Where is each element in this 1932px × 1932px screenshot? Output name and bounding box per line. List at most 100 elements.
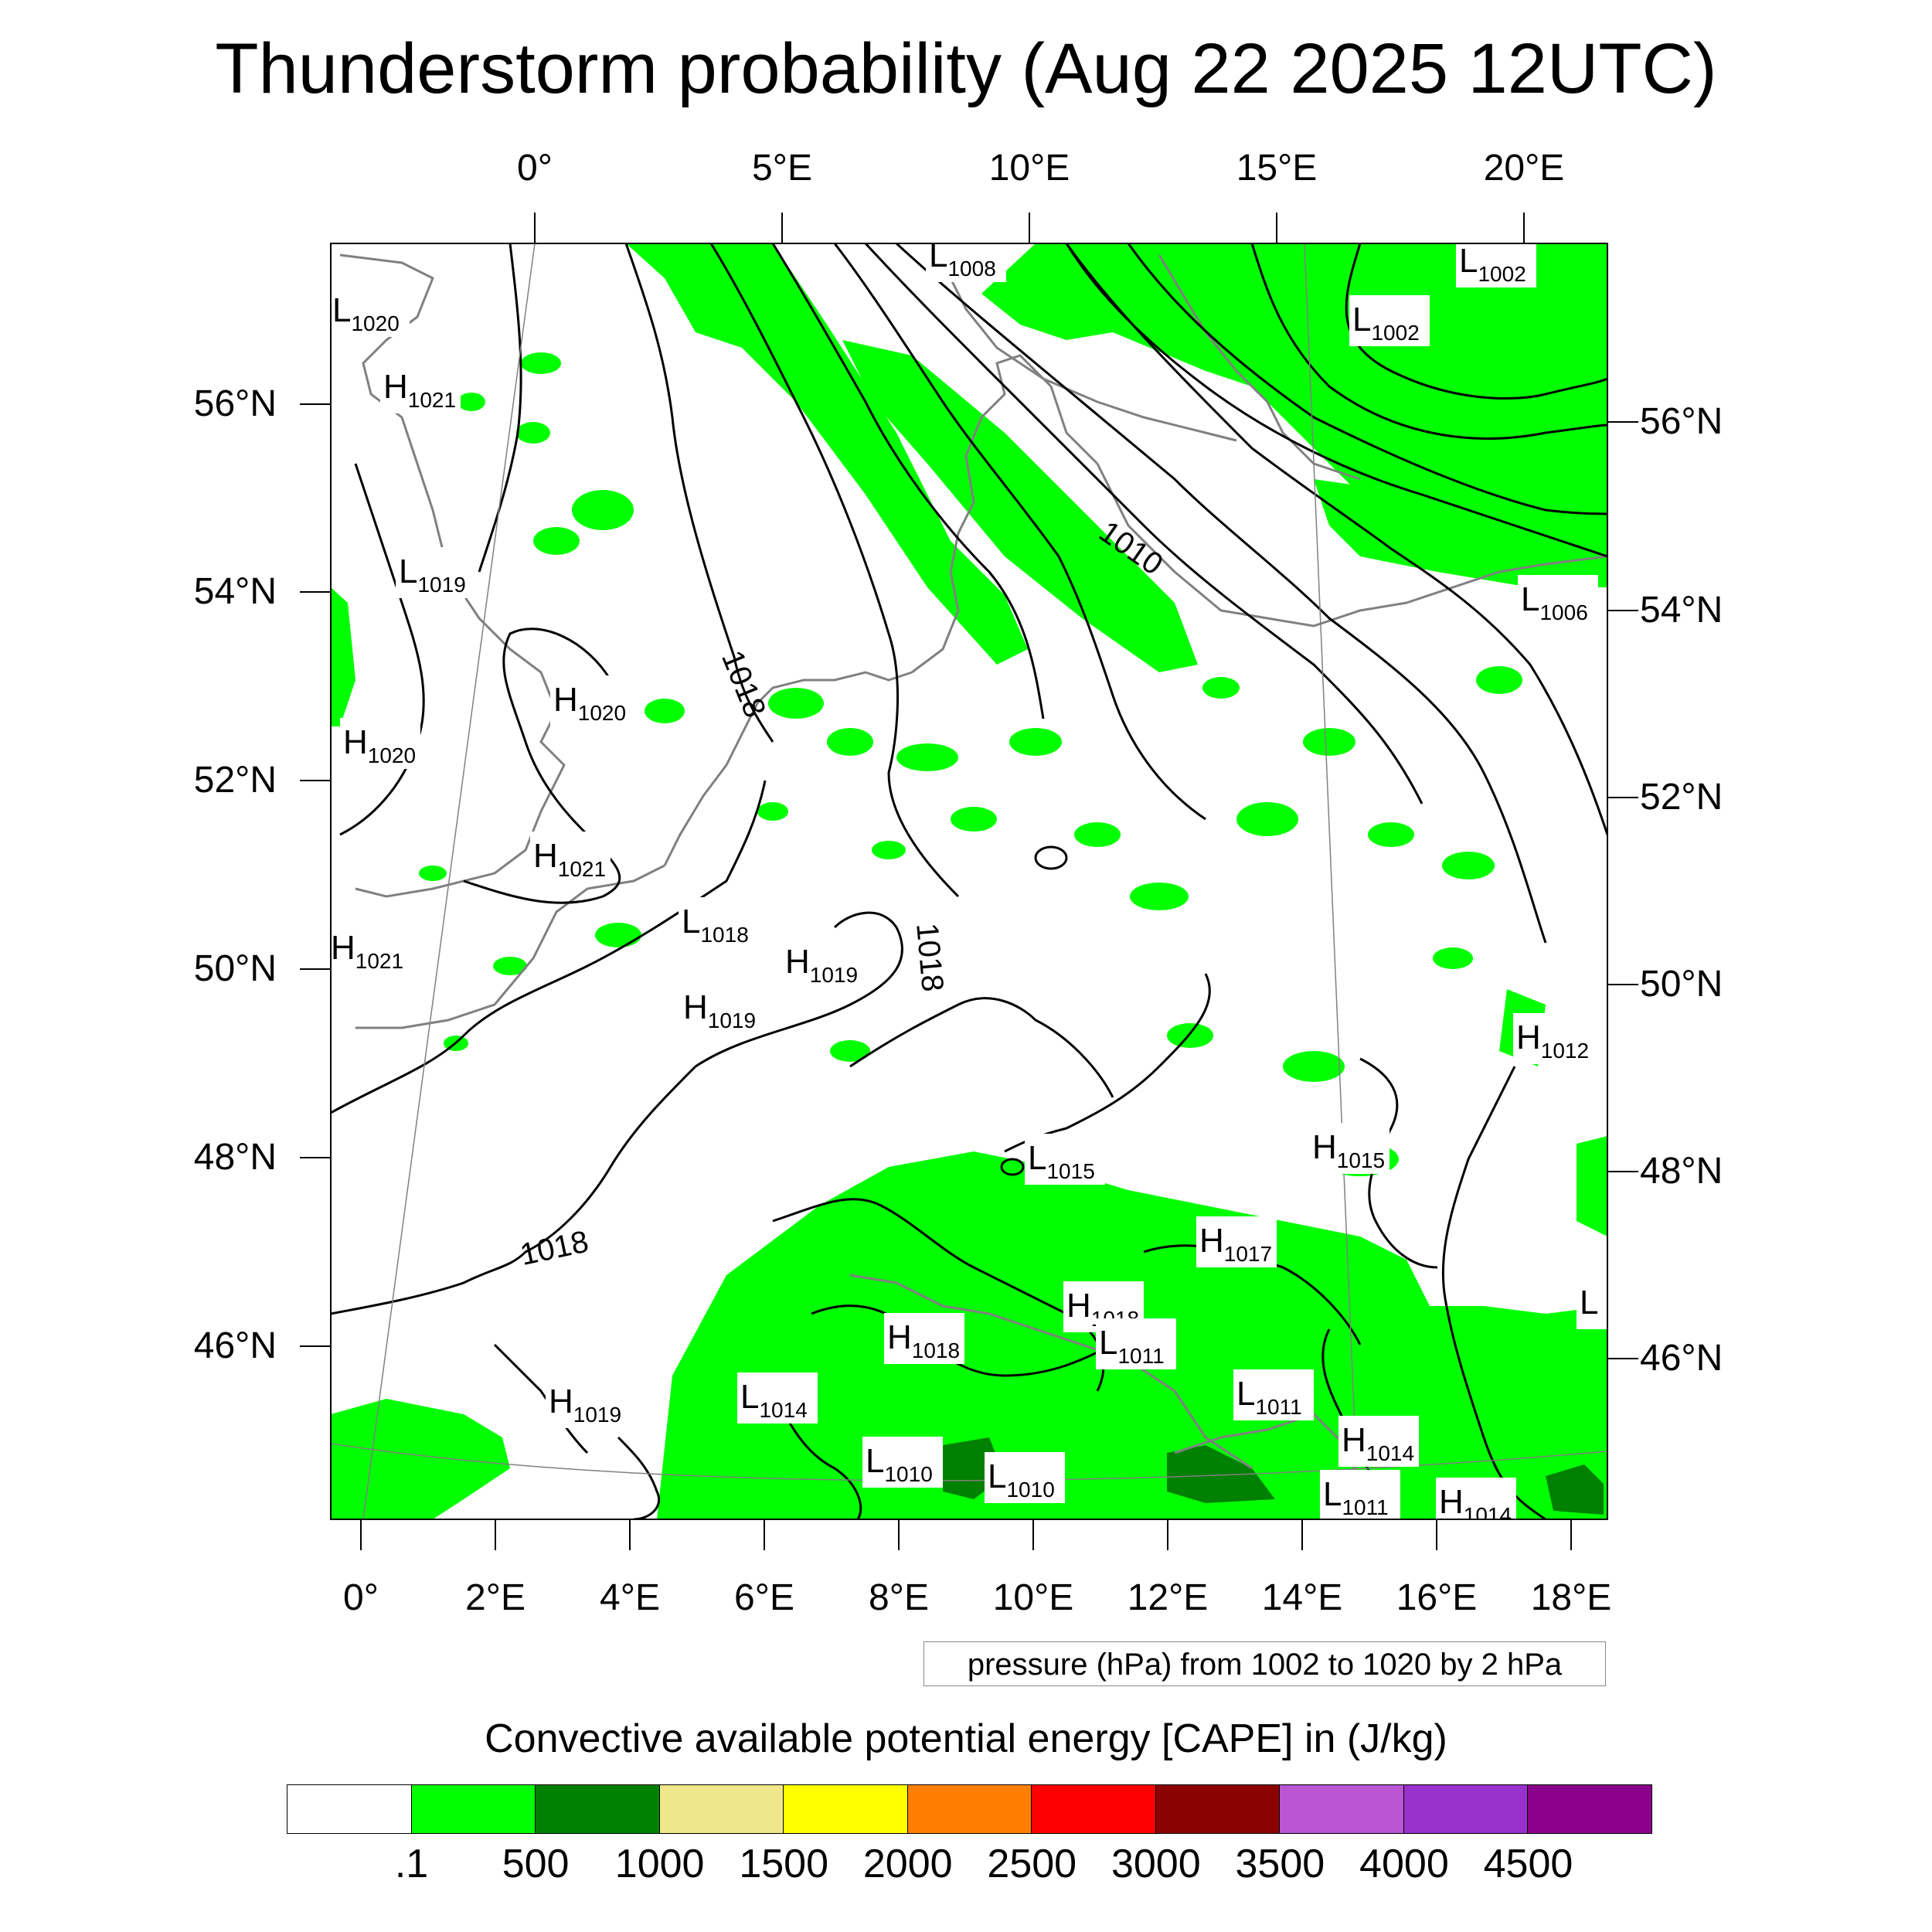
parallel-45n — [331, 1443, 1607, 1481]
isobar — [339, 463, 425, 836]
isobar — [709, 243, 960, 898]
cape-patch — [493, 957, 527, 975]
pressure-center-text: H1021 — [331, 929, 403, 973]
pressure-center-background — [985, 1452, 1065, 1503]
pressure-center-text: H1021 — [383, 368, 456, 412]
pressure-center-background — [926, 243, 1006, 282]
cape-patch — [827, 728, 873, 756]
pressure-center-label: L1020 — [331, 286, 410, 337]
cape-patch — [419, 866, 447, 881]
cape-patch — [1433, 947, 1473, 969]
pressure-center-text: L1010 — [988, 1458, 1055, 1502]
bottom-lon-label: 0° — [343, 1577, 379, 1618]
colorbar-swatch — [1279, 1784, 1404, 1834]
cape-area-north-band — [626, 243, 1028, 665]
pressure-center-label: L1010 — [862, 1437, 943, 1488]
pressure-center-text: L1006 — [1521, 580, 1588, 624]
cape-patch — [872, 841, 906, 859]
pressure-center-type: L — [1580, 1284, 1598, 1321]
pressure-center-background — [1518, 575, 1598, 626]
graticule — [331, 243, 1607, 1519]
pressure-center-value: 1011 — [1255, 1395, 1301, 1419]
pressure-center-value: 1020 — [368, 743, 416, 767]
pressure-center-value: 1010 — [1006, 1478, 1054, 1502]
coastline-baltic-south — [1096, 463, 1607, 628]
pressure-center-background — [550, 675, 631, 726]
pressure-center-background — [396, 547, 476, 598]
cape-patch — [1476, 666, 1522, 694]
pressure-center-type: H — [683, 988, 708, 1026]
pressure-center-type: L — [399, 553, 417, 590]
pressure-center-label: L1014 — [737, 1372, 818, 1423]
pressure-center-background — [380, 362, 461, 413]
pressure-center-text: H1021 — [533, 837, 606, 881]
right-lat-label: 46°N — [1640, 1338, 1723, 1379]
pressure-center-type: H — [383, 368, 408, 406]
pressure-center-label: H1021 — [530, 832, 611, 883]
pressure-center-type: L — [332, 291, 351, 329]
bottom-lon-label: 2°E — [465, 1577, 526, 1618]
pressure-center-background — [1309, 1123, 1389, 1174]
left-lat-label: 52°N — [193, 760, 277, 801]
cape-patch — [1368, 822, 1414, 847]
cape-patch — [1009, 728, 1062, 756]
pressure-center-label: L1011 — [1096, 1318, 1176, 1369]
pressure-center-text: L — [1580, 1284, 1598, 1321]
pressure-center-label: H1017 — [1196, 1216, 1277, 1267]
pressure-center-label: H1018 — [884, 1313, 964, 1364]
pressure-center-text: L1020 — [332, 291, 400, 335]
pressure-center-label: H1021 — [380, 362, 461, 413]
left-lat-label: 54°N — [193, 571, 277, 612]
pressure-center-text: H1019 — [785, 943, 858, 987]
pressure-center-text: H1017 — [1199, 1222, 1272, 1266]
pressure-center-type: L — [682, 903, 700, 940]
cape-patch — [595, 923, 641, 947]
pressure-center-value: 1019 — [417, 573, 465, 597]
pressure-center-background — [1349, 295, 1430, 346]
pressure-center-type: L — [1099, 1324, 1117, 1362]
pressure-center-type: H — [1199, 1222, 1224, 1260]
pressure-center-type: H — [785, 943, 810, 981]
colorbar-label: 3500 — [1235, 1842, 1325, 1886]
cape-patch — [457, 393, 485, 411]
pressure-center-text: H1020 — [343, 723, 416, 767]
border-alps — [849, 1274, 1253, 1470]
pressure-center-label: H1014 — [1338, 1416, 1419, 1467]
pressure-center-text: H1018 — [887, 1318, 960, 1362]
pressure-center-text: H1015 — [1312, 1128, 1385, 1172]
pressure-center-type: L — [1028, 1139, 1046, 1177]
pressure-center-value: 1021 — [408, 388, 456, 412]
pressure-center-label: H1021 — [331, 923, 408, 975]
colorbar-label: 1500 — [739, 1842, 829, 1886]
left-lat-label: 50°N — [193, 948, 277, 989]
colorbar-label: 3000 — [1111, 1842, 1201, 1886]
pressure-center-type: H — [533, 837, 558, 875]
coastline-scandinavia — [926, 253, 1237, 442]
pressure-center-value: 1021 — [558, 857, 606, 881]
isobar — [1250, 243, 1607, 440]
pressure-center-value: 1006 — [1539, 600, 1587, 624]
isobar — [833, 243, 1206, 821]
pressure-center-label: L1010 — [985, 1452, 1065, 1503]
pressure-center-label: H1019 — [680, 983, 760, 1034]
pressure-center-value: 1021 — [355, 949, 403, 973]
pressure-center-type: H — [887, 1318, 912, 1356]
pressure-center-label: L1002 — [1456, 243, 1536, 287]
colorbar-label: 2000 — [862, 1842, 953, 1886]
pressure-center-label: H1019 — [546, 1377, 626, 1428]
isobar — [771, 243, 1045, 719]
page-title: Thunderstorm probability (Aug 22 2025 12… — [215, 29, 1717, 108]
cape-patch — [951, 807, 997, 832]
pressure-center-label: H1020 — [550, 675, 631, 726]
isobar — [1345, 243, 1607, 400]
cape-patch — [1283, 1051, 1345, 1082]
pressure-center-label: H1014 — [1436, 1478, 1516, 1519]
pressure-center-type: H — [1066, 1287, 1091, 1325]
pressure-center-value: 1014 — [759, 1398, 807, 1422]
pressure-center-label: L1006 — [1518, 575, 1598, 626]
pressure-center-type: H — [1312, 1128, 1337, 1166]
cape-area-dark — [1167, 1445, 1275, 1503]
cape-area-west-edge — [331, 587, 355, 726]
pressure-center-type: H — [1342, 1421, 1366, 1459]
pressure-center-text: L1010 — [866, 1442, 933, 1486]
